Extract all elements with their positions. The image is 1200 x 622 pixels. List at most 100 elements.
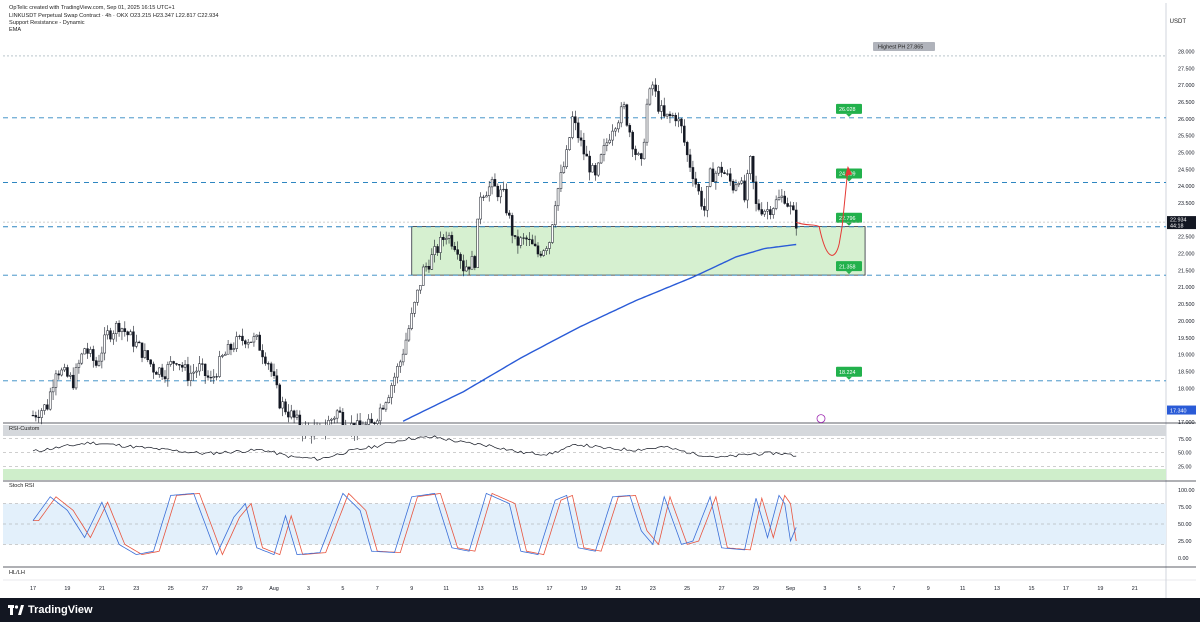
candle: [178, 364, 181, 371]
time-tick-label: 15: [512, 586, 518, 592]
candle-body: [367, 418, 370, 425]
candle: [622, 101, 626, 110]
candle-body: [201, 363, 204, 365]
stoch-pane-title: Stoch RSI: [9, 483, 35, 489]
candle-body: [378, 407, 382, 422]
candle: [203, 363, 207, 384]
candle-body: [671, 114, 675, 117]
candle-body: [249, 341, 253, 343]
candle: [40, 408, 43, 425]
candle: [516, 229, 520, 254]
candle-body: [703, 206, 706, 211]
candle: [794, 202, 798, 236]
candle-body: [94, 360, 98, 366]
candle-body: [582, 139, 586, 155]
candle-body: [241, 335, 244, 341]
candle: [195, 366, 198, 379]
candle: [410, 307, 413, 331]
candle-body: [470, 256, 474, 270]
candle: [370, 413, 373, 423]
stoch-tick-label: 100.00: [1178, 488, 1195, 494]
candle-body: [129, 331, 132, 336]
candle: [726, 169, 729, 176]
candle: [487, 180, 491, 202]
time-tick-label: 27: [719, 586, 725, 592]
candle: [272, 363, 276, 379]
candle-body: [539, 253, 543, 256]
candle-body: [714, 172, 718, 182]
candle-body: [757, 203, 761, 210]
indicator-support-resistance[interactable]: Support Resistance - Dynamic: [9, 20, 85, 26]
candle: [539, 250, 543, 258]
candle-body: [723, 172, 726, 174]
price-chart[interactable]: 28.000 27.500 27.000 26.500 26.000 25.500 25.0…: [3, 3, 1196, 598]
candle-body: [264, 356, 267, 364]
candle: [777, 189, 781, 201]
candle-body: [786, 203, 789, 207]
candle: [462, 254, 465, 277]
tradingview-logo[interactable]: TradingView: [8, 604, 93, 616]
candle-body: [132, 331, 135, 347]
ema-price-value: 17.340: [1170, 408, 1187, 414]
candle: [634, 145, 637, 161]
price-tick-label: 24.000: [1178, 184, 1195, 190]
candle-body: [648, 88, 652, 105]
candle-body: [421, 266, 425, 286]
candle-body: [611, 130, 614, 141]
candle-body: [502, 188, 505, 191]
candle-body: [456, 249, 459, 255]
candle: [249, 341, 253, 343]
candle-body: [143, 350, 147, 358]
candle-body: [579, 137, 583, 141]
time-tick-label: 25: [684, 586, 690, 592]
candle-body: [246, 342, 250, 345]
candle: [212, 369, 216, 384]
candle: [123, 321, 127, 337]
candle: [668, 111, 672, 124]
last-price-tag-box: [1167, 216, 1196, 230]
candle: [140, 342, 144, 363]
candle-body: [287, 411, 290, 418]
candle-body: [683, 125, 686, 143]
rsi-tick-label: 75.00: [1178, 437, 1192, 443]
candle-body: [482, 196, 485, 198]
candle: [287, 404, 290, 423]
candle: [401, 348, 405, 366]
time-tick-label: 25: [168, 586, 174, 592]
candle: [476, 218, 479, 268]
candle: [703, 198, 706, 217]
candle-body: [637, 153, 640, 155]
candle: [470, 250, 474, 270]
candle: [424, 262, 428, 272]
candle: [390, 382, 393, 405]
candle: [525, 235, 528, 246]
candle: [404, 332, 408, 356]
time-tick-label: 3: [307, 586, 310, 592]
candle: [261, 344, 264, 365]
candle: [502, 181, 505, 192]
candle-body: [419, 285, 422, 291]
candle-body: [657, 90, 660, 112]
candle: [783, 190, 786, 205]
time-tick-label: 9: [410, 586, 413, 592]
candle: [553, 200, 557, 228]
candle: [519, 236, 523, 249]
level-tag-label: 22.796: [839, 216, 856, 222]
stoch-d-line: [33, 492, 797, 556]
candle-body: [596, 162, 600, 176]
price-tick-label: 20.000: [1178, 319, 1195, 325]
candle: [456, 241, 459, 260]
price-tick-label: 18.500: [1178, 369, 1195, 375]
candle: [103, 327, 106, 361]
candle-body: [617, 122, 620, 130]
candle-body: [737, 183, 741, 186]
candle: [694, 171, 698, 188]
candle: [54, 370, 58, 396]
candle: [660, 100, 663, 120]
candle-body: [120, 328, 124, 333]
indicator-ema[interactable]: EMA: [9, 27, 22, 33]
candle: [680, 117, 683, 134]
candle: [513, 235, 517, 240]
candle: [685, 140, 689, 162]
candle-body: [772, 208, 775, 215]
